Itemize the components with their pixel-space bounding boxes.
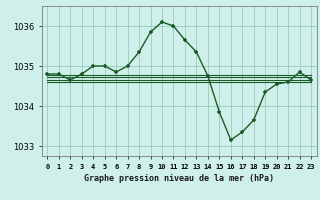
X-axis label: Graphe pression niveau de la mer (hPa): Graphe pression niveau de la mer (hPa) xyxy=(84,174,274,183)
